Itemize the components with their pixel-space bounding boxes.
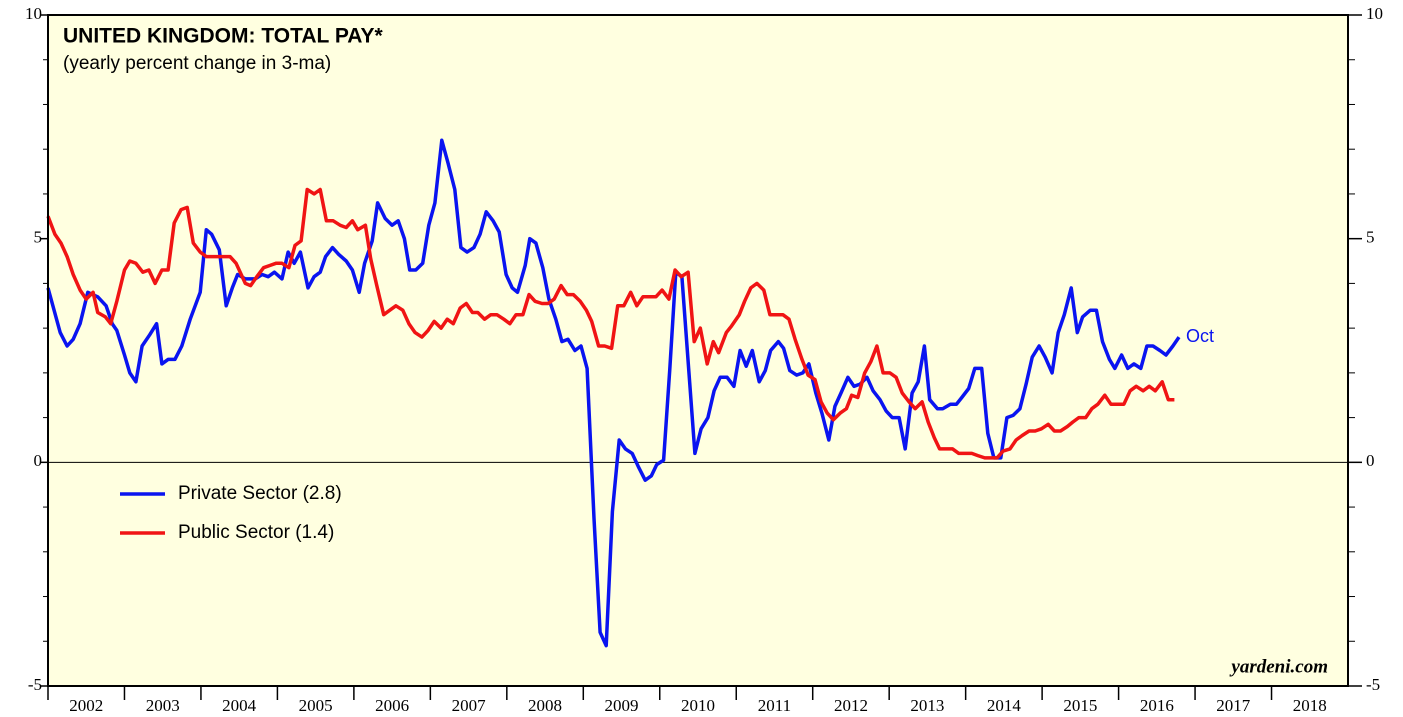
x-tick-label: 2014 [987, 696, 1022, 715]
x-tick-label: 2018 [1293, 696, 1327, 715]
y2-tick-label: 0 [1366, 451, 1375, 470]
x-tick-label: 2015 [1063, 696, 1097, 715]
y-tick-label: 0 [34, 451, 43, 470]
x-tick-label: 2012 [834, 696, 868, 715]
y-tick-label: 10 [25, 4, 42, 23]
x-tick-label: 2002 [69, 696, 103, 715]
x-tick-label: 2003 [146, 696, 180, 715]
plot-area [48, 15, 1348, 686]
x-tick-label: 2006 [375, 696, 409, 715]
x-tick-label: 2009 [605, 696, 639, 715]
y-tick-label: -5 [28, 675, 42, 694]
x-tick-label: 2005 [299, 696, 333, 715]
y2-tick-label: 5 [1366, 228, 1375, 247]
x-tick-label: 2007 [452, 696, 487, 715]
y2-tick-label: 10 [1366, 4, 1383, 23]
watermark: yardeni.com [1229, 656, 1328, 677]
legend-label: Public Sector (1.4) [178, 522, 334, 543]
series-line [46, 187, 1175, 460]
plot-frame [47, 14, 1349, 687]
x-tick-label: 2016 [1140, 696, 1174, 715]
legend-label: Private Sector (2.8) [178, 483, 342, 504]
x-tick-label: 2011 [758, 696, 791, 715]
y-tick-label: 5 [34, 228, 43, 247]
x-tick-label: 2013 [910, 696, 944, 715]
x-tick-label: 2008 [528, 696, 562, 715]
chart-subtitle: (yearly percent change in 3-ma) [63, 53, 331, 74]
x-tick-label: 2017 [1216, 696, 1251, 715]
x-tick-label: 2010 [681, 696, 715, 715]
chart-title: UNITED KINGDOM: TOTAL PAY* [63, 25, 384, 48]
end-annotation: Oct [1186, 326, 1214, 346]
x-tick-label: 2004 [222, 696, 257, 715]
y2-tick-label: -5 [1366, 675, 1380, 694]
